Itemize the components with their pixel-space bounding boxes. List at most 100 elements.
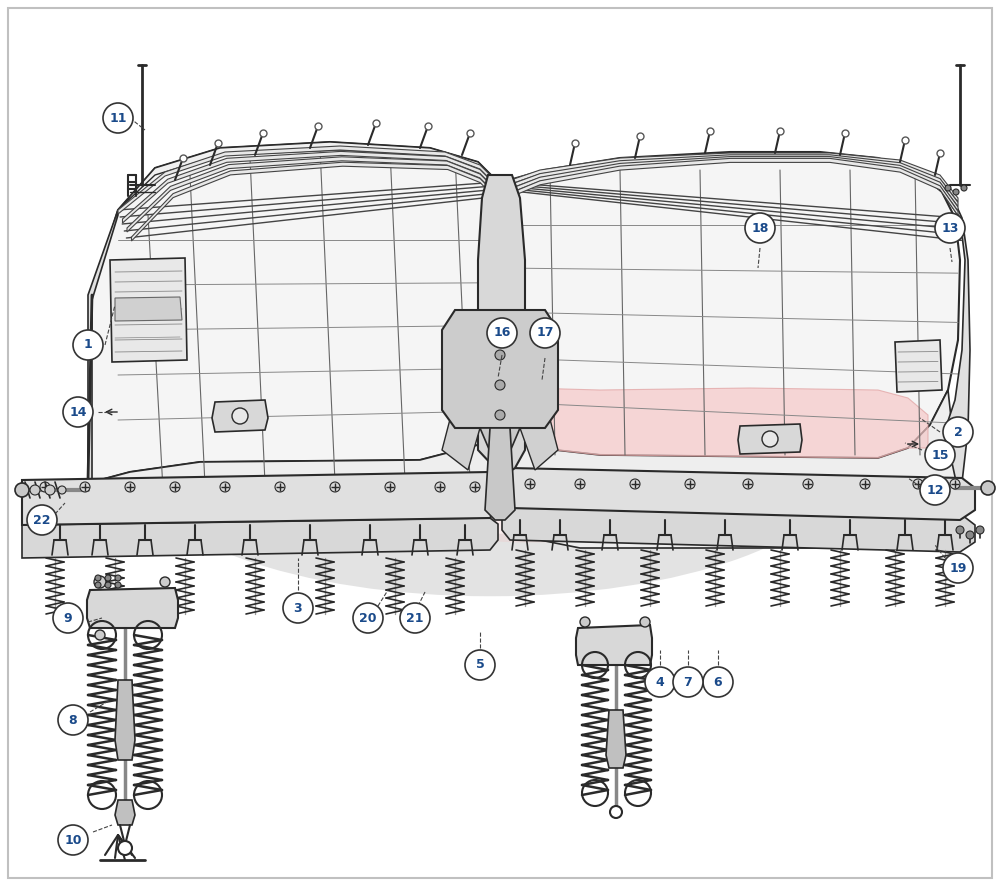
- Circle shape: [743, 479, 753, 489]
- Circle shape: [40, 482, 50, 492]
- Circle shape: [275, 482, 285, 492]
- Text: 20: 20: [359, 611, 377, 625]
- Circle shape: [645, 667, 675, 697]
- Polygon shape: [442, 400, 480, 470]
- Polygon shape: [478, 175, 525, 475]
- Circle shape: [580, 617, 590, 627]
- Text: 19: 19: [949, 562, 967, 574]
- Circle shape: [961, 185, 967, 191]
- Circle shape: [400, 603, 430, 633]
- Polygon shape: [22, 518, 498, 558]
- Circle shape: [103, 103, 133, 133]
- Text: 16: 16: [493, 327, 511, 339]
- Polygon shape: [115, 680, 135, 760]
- Circle shape: [232, 408, 248, 424]
- Polygon shape: [127, 157, 498, 232]
- Circle shape: [803, 479, 813, 489]
- Text: 4: 4: [656, 675, 664, 688]
- Text: 8: 8: [69, 713, 77, 727]
- Polygon shape: [520, 400, 558, 470]
- Text: 3: 3: [294, 602, 302, 615]
- Polygon shape: [122, 152, 498, 223]
- Circle shape: [487, 318, 517, 348]
- Circle shape: [27, 505, 57, 535]
- Circle shape: [943, 553, 973, 583]
- Circle shape: [105, 575, 111, 581]
- Circle shape: [45, 485, 55, 495]
- Circle shape: [95, 575, 101, 581]
- Text: 6: 6: [714, 675, 722, 688]
- Polygon shape: [115, 297, 182, 321]
- Circle shape: [160, 577, 170, 587]
- Polygon shape: [88, 210, 118, 485]
- Polygon shape: [115, 800, 135, 825]
- Polygon shape: [502, 152, 960, 458]
- Circle shape: [495, 320, 505, 330]
- Circle shape: [673, 667, 703, 697]
- Circle shape: [610, 806, 622, 818]
- Polygon shape: [576, 625, 652, 665]
- Polygon shape: [87, 588, 178, 628]
- Polygon shape: [118, 146, 498, 214]
- Text: SPECIALISTS: SPECIALISTS: [262, 442, 738, 508]
- Circle shape: [283, 593, 313, 623]
- Text: 1: 1: [84, 338, 92, 352]
- Circle shape: [94, 576, 106, 588]
- Circle shape: [530, 318, 560, 348]
- Circle shape: [950, 479, 960, 489]
- Circle shape: [745, 213, 775, 243]
- Circle shape: [58, 825, 88, 855]
- Polygon shape: [606, 710, 626, 768]
- Circle shape: [95, 630, 105, 640]
- Text: 14: 14: [69, 406, 87, 418]
- Circle shape: [860, 479, 870, 489]
- Polygon shape: [502, 157, 958, 211]
- Circle shape: [115, 582, 121, 588]
- Text: 2: 2: [954, 425, 962, 439]
- Polygon shape: [118, 142, 498, 210]
- Circle shape: [58, 705, 88, 735]
- Circle shape: [943, 417, 973, 447]
- Circle shape: [95, 582, 101, 588]
- Circle shape: [105, 582, 111, 588]
- Circle shape: [125, 482, 135, 492]
- Polygon shape: [88, 420, 498, 540]
- Circle shape: [685, 479, 695, 489]
- Circle shape: [80, 482, 90, 492]
- Circle shape: [73, 330, 103, 360]
- Circle shape: [58, 486, 66, 494]
- Circle shape: [762, 431, 778, 447]
- Polygon shape: [502, 153, 958, 202]
- Circle shape: [953, 189, 959, 195]
- Circle shape: [63, 397, 93, 427]
- Polygon shape: [502, 159, 958, 215]
- Circle shape: [170, 482, 180, 492]
- Circle shape: [53, 603, 83, 633]
- Text: 15: 15: [931, 448, 949, 462]
- Polygon shape: [212, 400, 268, 432]
- Text: 22: 22: [33, 514, 51, 526]
- Circle shape: [495, 350, 505, 360]
- Text: 7: 7: [684, 675, 692, 688]
- Circle shape: [495, 380, 505, 390]
- Circle shape: [465, 650, 495, 680]
- Polygon shape: [110, 258, 187, 362]
- Circle shape: [575, 479, 585, 489]
- Circle shape: [118, 841, 132, 855]
- Circle shape: [30, 485, 40, 495]
- Polygon shape: [88, 142, 498, 480]
- Circle shape: [330, 482, 340, 492]
- Polygon shape: [528, 388, 928, 458]
- Circle shape: [115, 575, 121, 581]
- Polygon shape: [442, 310, 558, 428]
- Circle shape: [935, 213, 965, 243]
- Circle shape: [435, 482, 445, 492]
- Polygon shape: [502, 468, 975, 520]
- Polygon shape: [502, 390, 960, 548]
- Text: 11: 11: [109, 112, 127, 125]
- Circle shape: [945, 185, 951, 191]
- Text: 18: 18: [751, 222, 769, 235]
- Circle shape: [220, 482, 230, 492]
- Text: 17: 17: [536, 327, 554, 339]
- Circle shape: [525, 479, 535, 489]
